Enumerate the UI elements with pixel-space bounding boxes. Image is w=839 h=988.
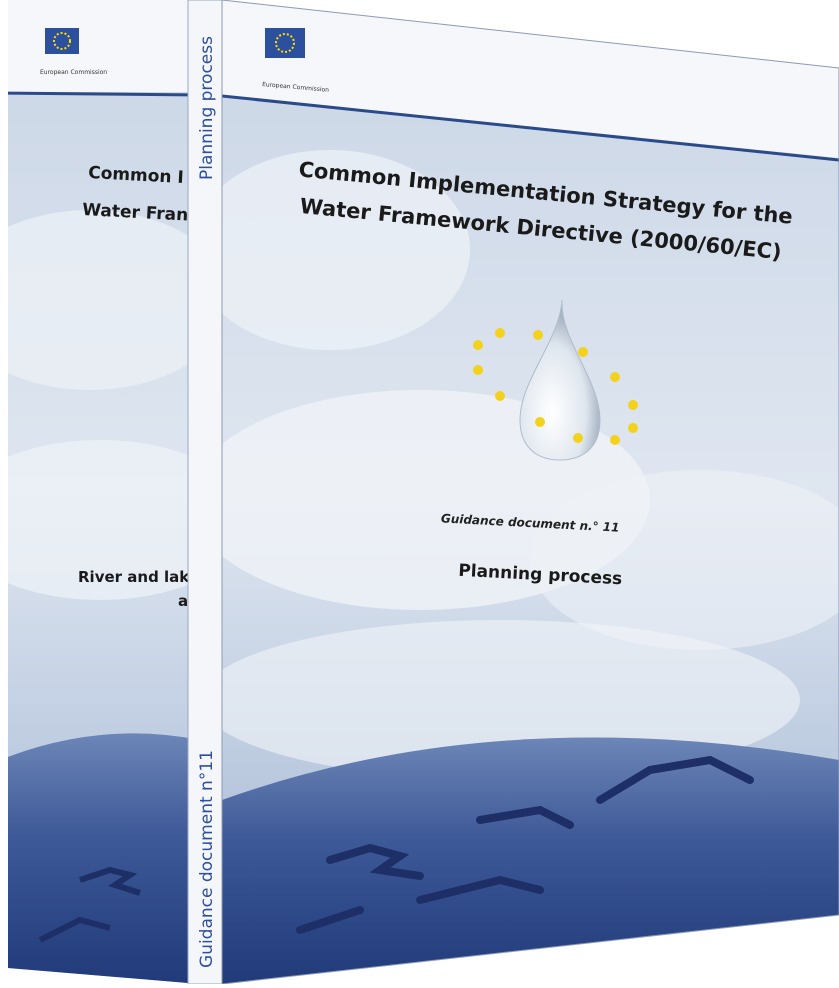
logo-caption: European Commission xyxy=(40,69,107,76)
subtitle-line: River and lak xyxy=(78,568,190,586)
spine: Planning process Guidance document n°11 xyxy=(188,0,222,984)
spine-series: Guidance document n°11 xyxy=(197,750,217,968)
front-cover: European Commission Common Implementatio… xyxy=(190,0,839,984)
spine-title: Planning process xyxy=(197,36,217,180)
book-covers: European Commission Common I Water Fran … xyxy=(0,0,839,984)
subtitle-line: a xyxy=(178,592,188,610)
